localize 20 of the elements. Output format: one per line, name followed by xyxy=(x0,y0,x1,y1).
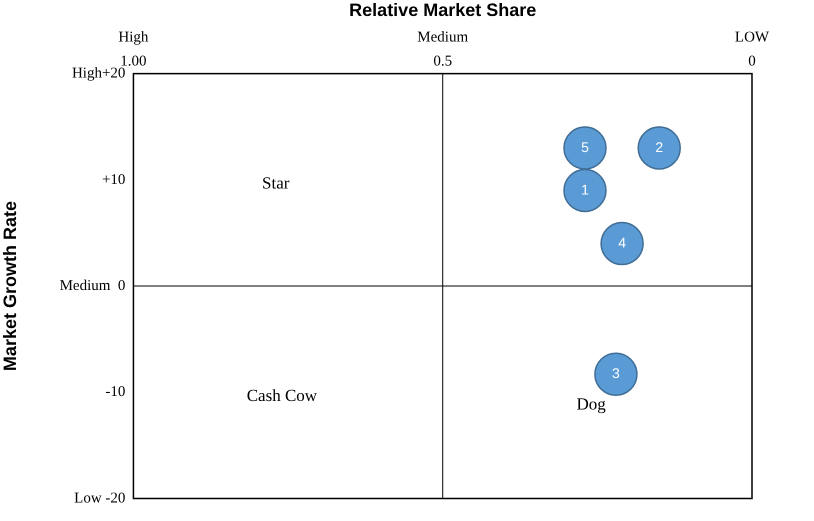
annotation: Cash Cow xyxy=(246,386,318,405)
annotation: Dog xyxy=(576,394,606,414)
y-tick-label: High+20 xyxy=(72,66,126,82)
text: LOW xyxy=(734,30,770,46)
text: Medium xyxy=(417,30,468,46)
x-axis-title: Relative Market Share xyxy=(349,0,536,20)
annotation: 5 xyxy=(581,138,590,155)
y-tick-label: -10 xyxy=(105,384,126,400)
annotation: 2 xyxy=(655,138,664,155)
y-tick-label: Medium 0 xyxy=(60,278,126,294)
y-axis-title: Market Growth Rate xyxy=(0,201,20,372)
x-tick-label: 0.5 xyxy=(433,54,452,70)
annotation: 3 xyxy=(612,365,620,382)
text: High xyxy=(118,30,149,46)
annotation: Star xyxy=(262,174,290,193)
x-tick-label: 0 xyxy=(748,54,756,70)
y-tick-label: Low -20 xyxy=(74,490,126,506)
annotation: 1 xyxy=(581,181,590,198)
annotation: 4 xyxy=(618,234,626,250)
y-tick-label: +10 xyxy=(102,172,126,188)
